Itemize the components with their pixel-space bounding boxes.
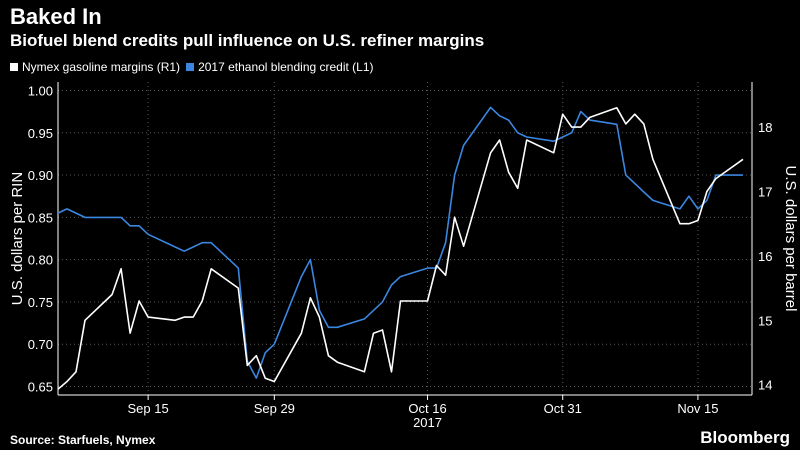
- left-tick-label: 0.75: [28, 295, 53, 310]
- right-tick-label: 16: [758, 249, 772, 264]
- legend-label-ethanol: 2017 ethanol blending credit (L1): [198, 60, 374, 74]
- right-axis-title: U.S. dollars per barrel: [782, 166, 799, 312]
- chart-subtitle: Biofuel blend credits pull influence on …: [10, 31, 485, 50]
- x-tick-label: Sep 29: [254, 401, 295, 416]
- left-tick-label: 0.65: [28, 380, 53, 395]
- legend-item-ethanol: 2017 ethanol blending credit (L1): [186, 60, 374, 74]
- left-axis-title: U.S. dollars per RIN: [9, 172, 26, 305]
- left-tick-label: 0.95: [28, 126, 53, 141]
- chart-title: Baked In: [10, 4, 102, 29]
- x-tick-label: Oct 31: [544, 401, 582, 416]
- left-tick-label: 1.00: [28, 83, 53, 98]
- left-tick-label: 0.80: [28, 253, 53, 268]
- right-tick-label: 15: [758, 313, 772, 328]
- series-line-ethanol: [57, 106, 743, 379]
- left-tick-label: 0.90: [28, 168, 53, 183]
- legend-item-gasoline: Nymex gasoline margins (R1): [10, 60, 180, 74]
- x-tick-label: Sep 15: [128, 401, 169, 416]
- right-tick-label: 17: [758, 184, 772, 199]
- left-tick-label: 0.70: [28, 337, 53, 352]
- x-tick-label: Oct 16: [408, 401, 446, 416]
- legend-swatch-ethanol: [186, 63, 195, 71]
- legend-swatch-gasoline: [10, 63, 18, 71]
- legend-label-gasoline: Nymex gasoline margins (R1): [22, 60, 181, 74]
- x-tick-label: Nov 15: [677, 401, 718, 416]
- legend: Nymex gasoline margins (R1) 2017 ethanol…: [10, 60, 374, 74]
- source-note: Source: Starfuels, Nymex: [10, 433, 156, 447]
- right-tick-label: 14: [758, 378, 772, 393]
- left-tick-label: 0.85: [28, 210, 53, 225]
- x-year-label: 2017: [413, 415, 442, 430]
- series-line-gasoline: [57, 107, 744, 390]
- right-tick-label: 18: [758, 120, 772, 135]
- brand-logo: Bloomberg: [700, 428, 790, 447]
